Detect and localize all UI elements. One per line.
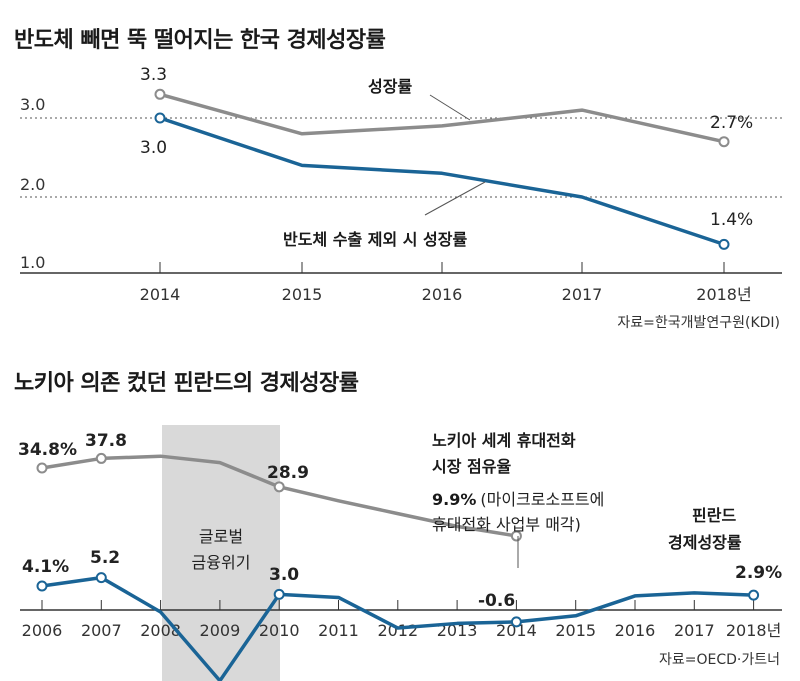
chart-2-gdp-marker xyxy=(748,589,760,601)
chart-1-label-growth-2018: 2.7% xyxy=(710,113,753,133)
chart-2-tick-label: 2007 xyxy=(81,621,122,640)
chart-1-point-marker xyxy=(154,112,166,124)
chart-1-tick-label: 2017 xyxy=(562,285,603,304)
chart-1-leader-exsemi xyxy=(424,181,486,216)
chart-2-gdp-marker xyxy=(95,572,107,584)
chart-1-legend-growth: 성장률 xyxy=(368,77,412,96)
chart-1-tick-label: 2016 xyxy=(422,285,463,304)
chart-1-point-marker xyxy=(154,88,166,100)
chart-2-source: 자료=OECD·가트너 xyxy=(659,652,780,668)
chart-2-crisis-label: 금융위기 xyxy=(192,553,251,572)
chart-1-ytick: 2.0 xyxy=(20,175,45,194)
chart-1-tick-label: 2018년 xyxy=(696,285,751,304)
chart-2-tick-label: 2015 xyxy=(555,621,596,640)
chart-2-gdp-marker xyxy=(273,588,285,600)
chart-2-share-marker xyxy=(273,481,285,493)
chart-2-tick-label: 2016 xyxy=(615,621,656,640)
chart-2-annotation-share: 시장 점유율 xyxy=(432,457,511,476)
chart-2-share-marker xyxy=(36,462,48,474)
chart-2-annotation-gdp: 핀란드 xyxy=(692,506,736,525)
chart-2-annotation-share-line3: 9.9% (마이크로소프트에 xyxy=(432,490,604,509)
chart-2-label-gdp-2007: 5.2 xyxy=(90,548,120,568)
chart-2-share-marker xyxy=(510,530,522,542)
chart-2-tick-label: 2006 xyxy=(22,621,63,640)
chart-2-annotation-share-note: (마이크로소프트에 xyxy=(480,490,604,509)
chart-2-tick-label: 2010 xyxy=(259,621,300,640)
chart-2-gdp-line xyxy=(41,575,754,681)
chart-2-label-share-2006: 34.8% xyxy=(18,440,77,460)
chart-2-series xyxy=(36,452,760,681)
chart-2-label-gdp-2018: 2.9% xyxy=(735,563,782,583)
chart-2-annotation-share-pct: 9.9% xyxy=(432,490,476,509)
chart-1-title: 반도체 빼면 뚝 떨어지는 한국 경제성장률 xyxy=(14,28,386,53)
chart-2-label-share-2007: 37.8 xyxy=(85,431,127,451)
chart-2-annotation-share: 노키아 세계 휴대전화 xyxy=(432,431,576,450)
chart-1-ytick: 3.0 xyxy=(20,95,45,114)
chart-1-leader-growth xyxy=(429,94,471,121)
chart-1-x-ticks: 2014 2015 2016 2017 2018년 xyxy=(140,262,752,304)
chart-2-tick-label: 2012 xyxy=(377,621,418,640)
chart-1-legend-exsemi: 반도체 수출 제외 시 성장률 xyxy=(283,230,467,249)
chart-1-series-line-1 xyxy=(159,116,725,247)
chart-1-label-growth-2014: 3.3 xyxy=(140,65,167,85)
chart-2-title: 노키아 의존 컸던 핀란드의 경제성장률 xyxy=(14,371,359,396)
chart-2-label-gdp-2006: 4.1% xyxy=(22,557,69,577)
chart-2-crisis-label: 글로벌 xyxy=(199,527,243,546)
chart-1-series-line-0 xyxy=(159,92,725,144)
chart-1-source: 자료=한국개발연구원(KDI) xyxy=(617,315,780,331)
chart-2-gdp-marker xyxy=(36,580,48,592)
chart-2-annotation-share: 휴대전화 사업부 매각) xyxy=(432,515,581,534)
chart-1-tick-label: 2014 xyxy=(140,285,181,304)
chart-2-annotation-gdp: 경제성장률 xyxy=(668,533,742,552)
chart-2-tick-label: 2014 xyxy=(496,621,537,640)
chart-1-point-marker xyxy=(718,238,730,250)
chart-1-label-exsemi-2014: 3.0 xyxy=(140,138,167,158)
chart-2-gdp-marker xyxy=(510,616,522,628)
chart-2-label-share-2010: 28.9 xyxy=(267,463,309,483)
chart-2-label-gdp-2010: 3.0 xyxy=(269,565,299,585)
chart-2-tick-label: 2011 xyxy=(318,621,359,640)
chart-2-tick-label: 2018년 xyxy=(726,621,781,640)
chart-2-tick-label: 2009 xyxy=(200,621,241,640)
chart-1-label-exsemi-2018: 1.4% xyxy=(710,210,753,230)
chart-1-point-marker xyxy=(718,136,730,148)
chart-2-tick-label: 2017 xyxy=(674,621,715,640)
chart-2-share-marker xyxy=(95,452,107,464)
chart-1-ytick: 1.0 xyxy=(20,253,45,272)
chart-1-grid xyxy=(20,117,782,198)
chart-2-x-ticks: 2006 2007 2008 2009 2010 2011 2012 2013 2014 2015… xyxy=(22,600,781,640)
chart-1-series xyxy=(154,88,730,250)
chart-2-label-gdp-2014: -0.6 xyxy=(478,591,515,611)
chart-1-tick-label: 2015 xyxy=(282,285,323,304)
